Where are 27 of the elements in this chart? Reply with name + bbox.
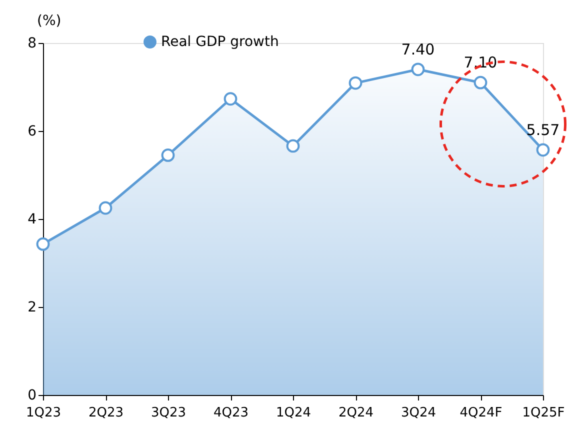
data-label: 7.40: [401, 40, 435, 58]
point: [348, 76, 362, 90]
x-tick-label: 1Q24: [276, 406, 312, 420]
y-tick-label: 2: [28, 300, 36, 316]
point: [286, 139, 300, 153]
point: [474, 76, 488, 90]
point: [536, 143, 550, 157]
y-axis-title: (%): [37, 13, 62, 29]
x-tick-label: 1Q25F: [522, 406, 565, 420]
x-tick-label: 3Q24: [400, 406, 436, 420]
y-tick-label: 4: [28, 212, 37, 228]
y-tick-label: 0: [28, 388, 36, 404]
data-label: 5.57: [526, 120, 560, 139]
x-tick-label: 2Q23: [88, 406, 124, 420]
x-tick-label: 3Q23: [150, 406, 186, 420]
point: [224, 92, 238, 106]
point: [36, 237, 50, 251]
legend-label: Real GDP growth: [161, 34, 279, 50]
point: [161, 148, 175, 162]
x-tick-label: 4Q24F: [460, 406, 502, 420]
point: [411, 62, 425, 76]
x-tick-label: 2Q24: [338, 406, 374, 420]
y-tick-label: 6: [28, 124, 37, 140]
x-tick-label: 1Q23: [26, 406, 62, 420]
x-tick-label: 4Q23: [213, 406, 249, 420]
y-tick-label: 8: [28, 36, 36, 52]
point: [98, 201, 112, 215]
